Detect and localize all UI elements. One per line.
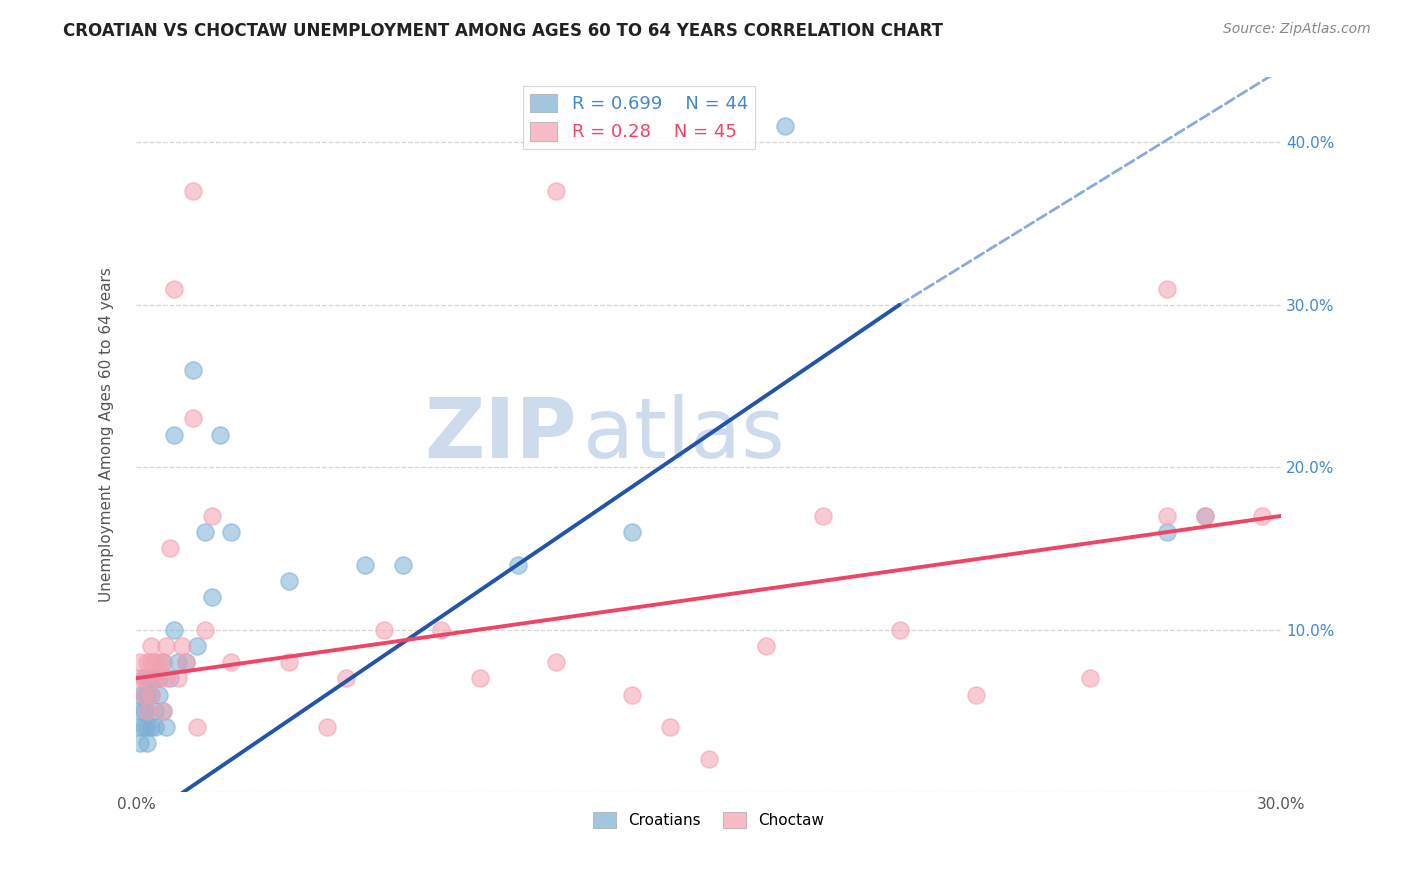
- Point: [141, 688, 163, 702]
- Point: [163, 623, 186, 637]
- Point: [1156, 508, 1178, 523]
- Point: [697, 752, 720, 766]
- Point: [136, 736, 159, 750]
- Point: [221, 525, 243, 540]
- Point: [354, 558, 377, 572]
- Point: [148, 655, 170, 669]
- Point: [167, 671, 190, 685]
- Point: [186, 639, 208, 653]
- Point: [132, 688, 155, 702]
- Point: [155, 720, 177, 734]
- Point: [1194, 508, 1216, 523]
- Point: [1156, 281, 1178, 295]
- Point: [544, 655, 567, 669]
- Point: [1156, 525, 1178, 540]
- Point: [811, 508, 834, 523]
- Point: [621, 525, 644, 540]
- Point: [128, 720, 150, 734]
- Point: [136, 720, 159, 734]
- Point: [965, 688, 987, 702]
- Point: [181, 363, 204, 377]
- Point: [163, 281, 186, 295]
- Point: [621, 688, 644, 702]
- Point: [659, 720, 682, 734]
- Point: [194, 525, 217, 540]
- Point: [773, 119, 796, 133]
- Point: [755, 639, 778, 653]
- Point: [141, 688, 163, 702]
- Point: [181, 411, 204, 425]
- Point: [1251, 508, 1274, 523]
- Point: [143, 671, 166, 685]
- Point: [174, 655, 197, 669]
- Point: [143, 671, 166, 685]
- Point: [148, 688, 170, 702]
- Point: [148, 671, 170, 685]
- Y-axis label: Unemployment Among Ages 60 to 64 years: Unemployment Among Ages 60 to 64 years: [100, 268, 114, 602]
- Point: [506, 558, 529, 572]
- Point: [335, 671, 357, 685]
- Point: [277, 574, 299, 588]
- Point: [152, 704, 174, 718]
- Point: [128, 671, 150, 685]
- Point: [152, 655, 174, 669]
- Point: [544, 184, 567, 198]
- Point: [128, 736, 150, 750]
- Point: [201, 508, 224, 523]
- Point: [141, 655, 163, 669]
- Point: [170, 639, 193, 653]
- Point: [186, 720, 208, 734]
- Point: [136, 688, 159, 702]
- Point: [128, 688, 150, 702]
- Point: [136, 671, 159, 685]
- Point: [468, 671, 491, 685]
- Point: [152, 655, 174, 669]
- Point: [132, 671, 155, 685]
- Point: [155, 639, 177, 653]
- Legend: Croatians, Choctaw: Croatians, Choctaw: [586, 806, 831, 834]
- Point: [155, 671, 177, 685]
- Point: [132, 688, 155, 702]
- Point: [1194, 508, 1216, 523]
- Point: [136, 704, 159, 718]
- Point: [167, 655, 190, 669]
- Text: CROATIAN VS CHOCTAW UNEMPLOYMENT AMONG AGES 60 TO 64 YEARS CORRELATION CHART: CROATIAN VS CHOCTAW UNEMPLOYMENT AMONG A…: [63, 22, 943, 40]
- Point: [136, 704, 159, 718]
- Point: [128, 655, 150, 669]
- Point: [430, 623, 453, 637]
- Point: [1080, 671, 1102, 685]
- Point: [315, 720, 337, 734]
- Point: [148, 671, 170, 685]
- Point: [132, 671, 155, 685]
- Text: Source: ZipAtlas.com: Source: ZipAtlas.com: [1223, 22, 1371, 37]
- Point: [174, 655, 197, 669]
- Point: [141, 720, 163, 734]
- Point: [143, 655, 166, 669]
- Point: [221, 655, 243, 669]
- Point: [128, 704, 150, 718]
- Point: [152, 704, 174, 718]
- Point: [201, 590, 224, 604]
- Point: [392, 558, 415, 572]
- Point: [143, 671, 166, 685]
- Point: [143, 720, 166, 734]
- Point: [141, 639, 163, 653]
- Text: atlas: atlas: [582, 394, 785, 475]
- Point: [159, 671, 181, 685]
- Point: [277, 655, 299, 669]
- Point: [889, 623, 911, 637]
- Point: [143, 704, 166, 718]
- Point: [132, 720, 155, 734]
- Point: [159, 541, 181, 556]
- Text: ZIP: ZIP: [425, 394, 576, 475]
- Point: [163, 427, 186, 442]
- Point: [208, 427, 231, 442]
- Point: [181, 184, 204, 198]
- Point: [136, 655, 159, 669]
- Point: [373, 623, 395, 637]
- Point: [194, 623, 217, 637]
- Point: [141, 671, 163, 685]
- Point: [132, 704, 155, 718]
